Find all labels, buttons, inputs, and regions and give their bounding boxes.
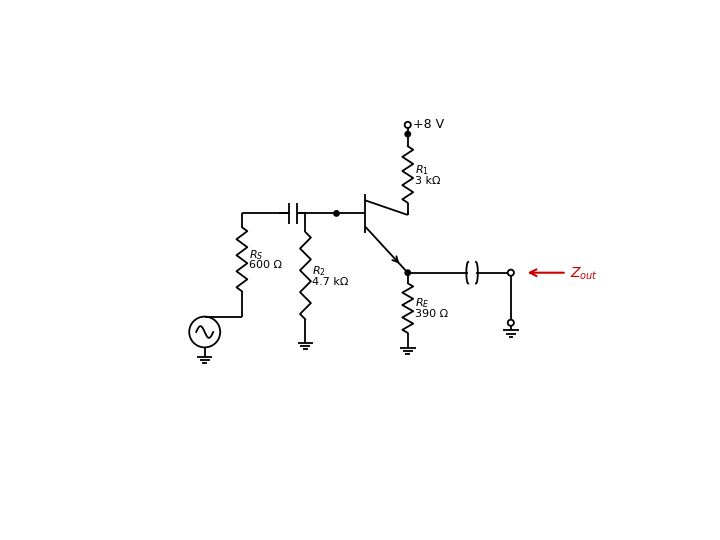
Text: +8 V: +8 V	[413, 118, 444, 131]
Text: $R_E$: $R_E$	[415, 296, 429, 310]
Text: 3 kΩ: 3 kΩ	[415, 176, 440, 186]
Text: $R_S$: $R_S$	[249, 248, 264, 261]
Text: 390 Ω: 390 Ω	[415, 309, 448, 319]
Circle shape	[405, 270, 410, 275]
Circle shape	[334, 211, 339, 216]
Text: 600 Ω: 600 Ω	[249, 260, 282, 271]
Text: $Z_{out}$: $Z_{out}$	[570, 266, 598, 282]
Text: $R_1$: $R_1$	[415, 163, 428, 177]
Text: $R_2$: $R_2$	[312, 264, 326, 278]
Circle shape	[405, 131, 410, 137]
Text: 4.7 kΩ: 4.7 kΩ	[312, 277, 348, 287]
